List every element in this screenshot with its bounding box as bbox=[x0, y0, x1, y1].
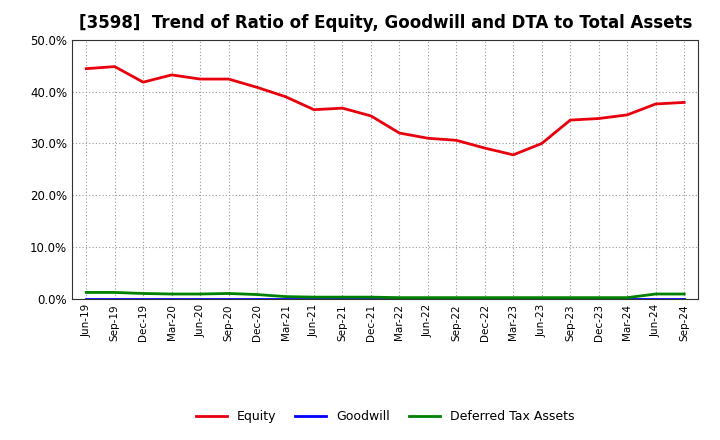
Equity bbox=[167, 72, 176, 77]
Equity bbox=[423, 136, 432, 141]
Goodwill bbox=[196, 297, 204, 302]
Goodwill bbox=[452, 297, 461, 302]
Goodwill bbox=[253, 297, 261, 302]
Equity bbox=[338, 106, 347, 111]
Equity bbox=[537, 141, 546, 146]
Equity bbox=[452, 138, 461, 143]
Deferred Tax Assets bbox=[338, 294, 347, 300]
Deferred Tax Assets bbox=[282, 294, 290, 299]
Goodwill bbox=[366, 297, 375, 302]
Deferred Tax Assets bbox=[310, 294, 318, 300]
Deferred Tax Assets bbox=[395, 295, 404, 300]
Equity bbox=[225, 77, 233, 82]
Goodwill bbox=[395, 297, 404, 302]
Equity bbox=[652, 101, 660, 106]
Line: Equity: Equity bbox=[86, 66, 684, 155]
Deferred Tax Assets bbox=[623, 295, 631, 300]
Goodwill bbox=[338, 297, 347, 302]
Goodwill bbox=[225, 297, 233, 302]
Goodwill bbox=[282, 297, 290, 302]
Equity bbox=[595, 116, 603, 121]
Equity bbox=[282, 94, 290, 99]
Equity bbox=[139, 80, 148, 85]
Goodwill bbox=[310, 297, 318, 302]
Goodwill bbox=[82, 297, 91, 302]
Goodwill bbox=[139, 297, 148, 302]
Goodwill bbox=[566, 297, 575, 302]
Equity bbox=[82, 66, 91, 71]
Deferred Tax Assets bbox=[423, 295, 432, 300]
Goodwill bbox=[509, 297, 518, 302]
Goodwill bbox=[423, 297, 432, 302]
Legend: Equity, Goodwill, Deferred Tax Assets: Equity, Goodwill, Deferred Tax Assets bbox=[191, 405, 580, 428]
Deferred Tax Assets bbox=[225, 291, 233, 296]
Equity bbox=[366, 113, 375, 118]
Equity bbox=[310, 107, 318, 112]
Equity bbox=[253, 85, 261, 90]
Goodwill bbox=[110, 297, 119, 302]
Deferred Tax Assets bbox=[139, 291, 148, 296]
Equity bbox=[395, 130, 404, 136]
Deferred Tax Assets bbox=[480, 295, 489, 300]
Deferred Tax Assets bbox=[366, 294, 375, 300]
Deferred Tax Assets bbox=[566, 295, 575, 300]
Goodwill bbox=[480, 297, 489, 302]
Goodwill bbox=[652, 297, 660, 302]
Deferred Tax Assets bbox=[452, 295, 461, 300]
Equity bbox=[480, 146, 489, 151]
Goodwill bbox=[167, 297, 176, 302]
Equity bbox=[680, 100, 688, 105]
Deferred Tax Assets bbox=[595, 295, 603, 300]
Deferred Tax Assets bbox=[509, 295, 518, 300]
Deferred Tax Assets bbox=[680, 291, 688, 297]
Equity bbox=[110, 64, 119, 69]
Goodwill bbox=[537, 297, 546, 302]
Deferred Tax Assets bbox=[537, 295, 546, 300]
Deferred Tax Assets bbox=[110, 290, 119, 295]
Goodwill bbox=[623, 297, 631, 302]
Deferred Tax Assets bbox=[652, 291, 660, 297]
Line: Deferred Tax Assets: Deferred Tax Assets bbox=[86, 293, 684, 297]
Goodwill bbox=[595, 297, 603, 302]
Deferred Tax Assets bbox=[253, 292, 261, 297]
Deferred Tax Assets bbox=[167, 291, 176, 297]
Deferred Tax Assets bbox=[196, 291, 204, 297]
Goodwill bbox=[680, 297, 688, 302]
Title: [3598]  Trend of Ratio of Equity, Goodwill and DTA to Total Assets: [3598] Trend of Ratio of Equity, Goodwil… bbox=[78, 15, 692, 33]
Equity bbox=[623, 112, 631, 117]
Equity bbox=[509, 152, 518, 158]
Equity bbox=[196, 77, 204, 82]
Deferred Tax Assets bbox=[82, 290, 91, 295]
Equity bbox=[566, 117, 575, 123]
